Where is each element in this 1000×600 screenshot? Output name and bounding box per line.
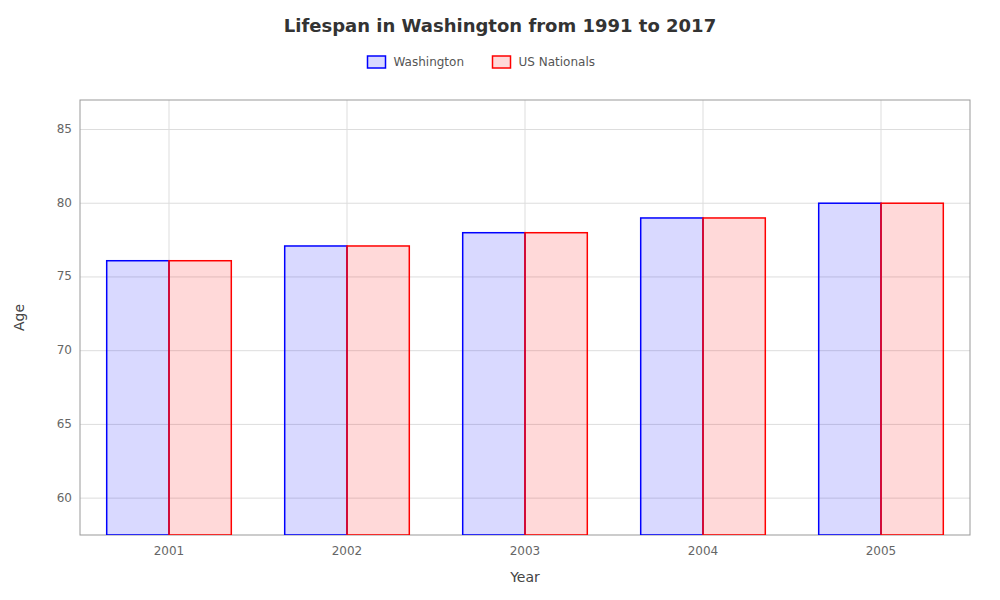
chart-container: 60 65 70 75 80 85 2001 2002 2003 2004 2005 Year Age L… [0,0,1000,600]
legend-label: Washington [394,55,465,69]
y-tick-label: 60 [57,491,72,505]
y-tick-label: 80 [57,196,72,210]
bar [169,261,231,535]
legend-swatch [368,56,386,68]
bar [525,233,587,535]
y-tick-label: 85 [57,122,72,136]
y-tick-label: 70 [57,343,72,357]
y-axis-label: Age [11,304,27,331]
bar [107,261,169,535]
x-tick-label: 2005 [866,544,897,558]
bar [285,246,347,535]
x-tick-label: 2003 [510,544,541,558]
legend: Washington US Nationals [368,55,595,69]
title: Lifespan in Washington from 1991 to 2017 [284,15,716,36]
grid [80,100,970,535]
y-axis: 60 65 70 75 80 85 [57,122,72,505]
x-axis-label: Year [509,569,540,585]
bar [881,203,943,535]
bars [107,203,944,535]
y-tick-label: 65 [57,417,72,431]
legend-swatch [493,56,511,68]
y-tick-label: 75 [57,269,72,283]
plot-frame [80,100,970,535]
x-axis: 2001 2002 2003 2004 2005 [154,544,897,558]
x-tick-label: 2004 [688,544,719,558]
x-tick-label: 2001 [154,544,185,558]
x-tick-label: 2002 [332,544,363,558]
bar [819,203,881,535]
bar [347,246,409,535]
bar [703,218,765,535]
legend-label: US Nationals [519,55,595,69]
chart-svg: 60 65 70 75 80 85 2001 2002 2003 2004 2005 Year Age L… [0,0,1000,600]
bar [463,233,525,535]
bar [641,218,703,535]
